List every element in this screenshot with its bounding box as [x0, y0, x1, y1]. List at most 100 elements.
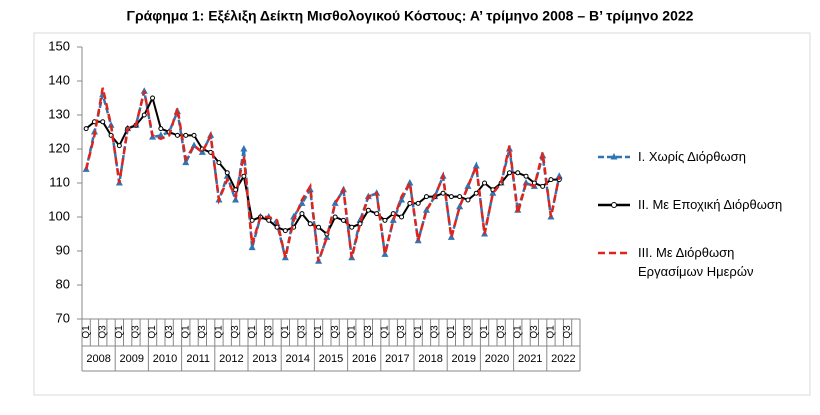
x-tick-label: Q3: [131, 325, 142, 339]
data-point: [141, 112, 147, 118]
x-tick-label: Q1: [214, 325, 225, 339]
x-tick-label: Q3: [363, 325, 374, 339]
data-point: [555, 172, 563, 179]
data-point: [140, 87, 148, 94]
data-point: [482, 180, 488, 186]
data-point: [248, 243, 256, 251]
x-tick-label: Q3: [529, 325, 540, 339]
data-point: [473, 190, 479, 196]
data-point: [548, 177, 554, 183]
data-point: [249, 217, 255, 223]
data-point: [241, 173, 247, 179]
data-point: [456, 202, 464, 210]
data-point: [191, 132, 197, 138]
data-point: [299, 211, 305, 217]
x-tick-label: Q1: [380, 325, 391, 339]
data-point: [190, 141, 198, 149]
data-point: [274, 224, 280, 230]
data-point: [307, 221, 313, 227]
y-tick-label: 140: [48, 72, 70, 87]
x-tick-label: Q3: [562, 325, 573, 339]
x-group-label: 2022: [551, 353, 575, 365]
x-tick-label: Q1: [479, 325, 490, 339]
x-tick-label: Q3: [496, 325, 507, 339]
x-tick-label: Q1: [446, 325, 457, 339]
x-tick-label: Q3: [297, 325, 308, 339]
series-line: [84, 90, 561, 262]
x-tick-label: Q1: [247, 325, 258, 339]
x-group-label: 2011: [186, 353, 210, 365]
data-point: [374, 211, 380, 217]
data-point: [83, 126, 89, 132]
x-tick-label: Q3: [164, 325, 175, 339]
x-tick-label: Q1: [512, 325, 523, 339]
x-tick-label: Q3: [97, 325, 108, 339]
x-group-label: 2021: [518, 353, 542, 365]
data-point: [465, 197, 471, 203]
data-point: [174, 132, 180, 138]
legend-marker: [611, 202, 617, 208]
data-point: [448, 194, 454, 200]
y-tick-label: 90: [56, 242, 70, 257]
y-tick-label: 150: [48, 38, 70, 53]
data-point: [100, 119, 106, 125]
x-tick-label: Q3: [396, 325, 407, 339]
chart-border: [33, 32, 811, 396]
y-tick-label: 120: [48, 140, 70, 155]
data-point: [266, 217, 272, 223]
data-point: [331, 199, 339, 206]
data-point: [489, 189, 497, 196]
x-group-label: 2018: [418, 353, 442, 365]
x-group-label: 2012: [219, 353, 243, 365]
data-point: [157, 131, 165, 138]
data-point: [407, 200, 413, 206]
data-point: [340, 217, 346, 223]
x-group-label: 2008: [86, 353, 110, 365]
data-point: [506, 170, 512, 176]
x-tick-label: Q1: [280, 325, 291, 339]
data-point: [116, 143, 122, 149]
x-tick-label: Q3: [330, 325, 341, 339]
y-tick-label: 80: [56, 276, 70, 291]
data-point: [240, 145, 248, 152]
y-tick-label: 70: [56, 310, 70, 325]
data-point: [282, 228, 288, 234]
x-tick-label: Q1: [180, 325, 191, 339]
x-group-label: 2016: [352, 353, 376, 365]
series-line: [84, 87, 561, 262]
y-tick-label: 110: [49, 174, 70, 189]
data-point: [382, 217, 388, 223]
data-point: [323, 233, 331, 240]
legend-label: ΙΙΙ. Με Διόρθωση Εργασίμων Ημερών: [638, 245, 754, 279]
chart-title: Γράφημα 1: Εξέλιξη Δείκτη Μισθολογικού Κ…: [127, 8, 694, 24]
x-tick-label: Q1: [114, 325, 125, 339]
x-group-label: 2020: [485, 353, 509, 365]
x-tick-label: Q1: [546, 325, 557, 339]
y-tick-label: 130: [48, 106, 70, 121]
x-group-label: 2009: [120, 353, 144, 365]
data-point: [381, 250, 389, 257]
x-tick-label: Q3: [429, 325, 440, 339]
x-tick-label: Q1: [413, 325, 424, 339]
data-point: [440, 190, 446, 196]
legend-label: ΙΙ. Με Εποχική Διόρθωση: [638, 197, 783, 212]
data-point: [183, 132, 189, 138]
data-point: [332, 214, 338, 220]
y-tick-label: 100: [48, 208, 70, 223]
x-group-label: 2014: [286, 353, 310, 365]
x-group-label: 2019: [452, 353, 476, 365]
data-point: [365, 207, 371, 213]
data-point: [422, 206, 430, 213]
x-tick-label: Q1: [81, 325, 92, 339]
data-point: [399, 214, 405, 220]
data-point: [298, 199, 306, 206]
data-point: [423, 194, 429, 200]
x-group-label: 2017: [385, 353, 409, 365]
x-tick-label: Q3: [263, 325, 274, 339]
x-group-label: 2015: [319, 353, 343, 365]
data-point: [540, 183, 546, 189]
data-point: [224, 170, 230, 176]
data-point: [216, 160, 222, 166]
